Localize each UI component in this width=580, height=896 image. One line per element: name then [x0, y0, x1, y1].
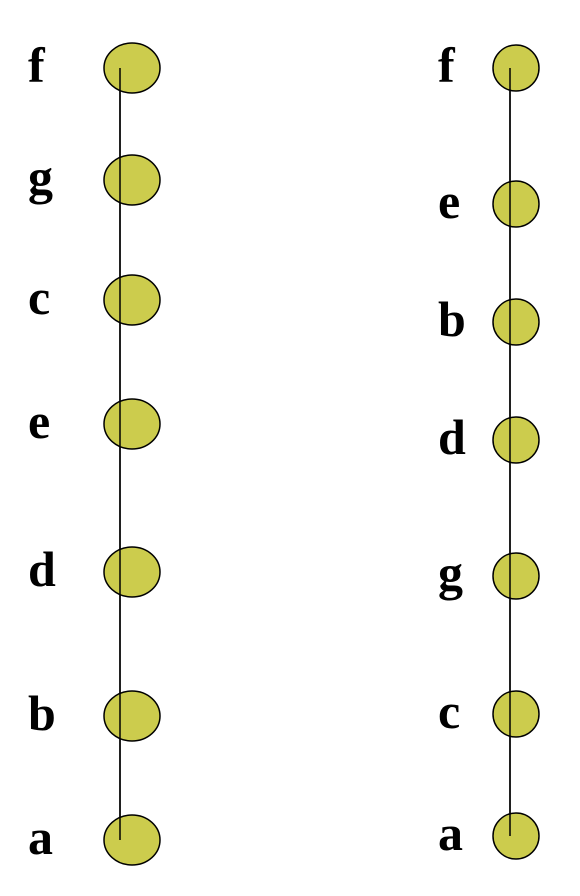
left-node-label-c: c — [28, 269, 50, 325]
right-chain: f e b d g c a — [438, 37, 540, 861]
left-node-g — [103, 154, 161, 206]
left-node-label-b: b — [28, 685, 56, 741]
left-node-label-f: f — [28, 37, 46, 93]
right-node-c — [492, 690, 540, 738]
left-node-label-g: g — [28, 149, 53, 205]
right-node-g — [492, 552, 540, 600]
left-node-label-d: d — [28, 541, 56, 597]
left-node-e — [103, 398, 161, 450]
right-node-label-e: e — [438, 173, 460, 229]
left-node-b — [103, 690, 161, 742]
right-node-label-f: f — [438, 37, 456, 93]
right-node-a — [492, 812, 540, 860]
left-node-c — [103, 274, 161, 326]
right-node-label-d: d — [438, 409, 466, 465]
left-node-d — [103, 546, 161, 598]
right-node-b — [492, 298, 540, 346]
right-node-f — [492, 44, 540, 92]
right-node-label-c: c — [438, 683, 460, 739]
right-node-label-b: b — [438, 291, 466, 347]
left-chain: fg c e d b a — [28, 37, 161, 866]
right-node-label-a: a — [438, 805, 463, 861]
right-node-d — [492, 416, 540, 464]
left-node-a — [103, 814, 161, 866]
left-node-label-a: a — [28, 809, 53, 865]
right-node-label-g: g — [438, 545, 463, 601]
left-node-label-e: e — [28, 393, 50, 449]
right-node-e — [492, 180, 540, 228]
left-node-f — [103, 42, 161, 94]
